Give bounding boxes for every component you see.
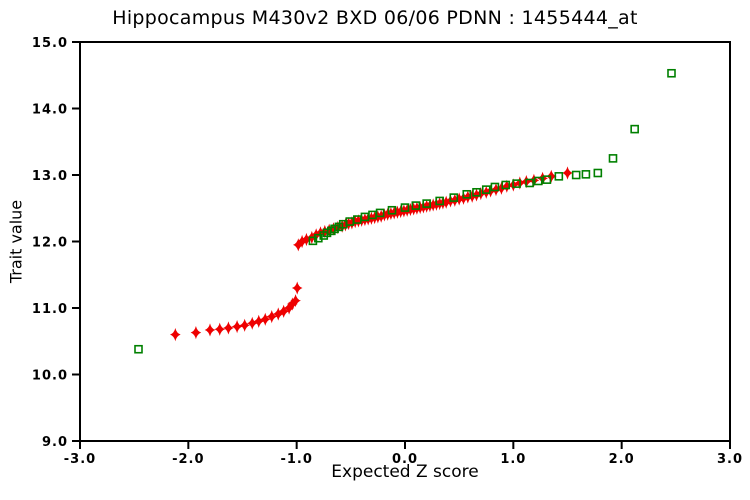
red-diamond-marker [259,312,271,326]
red-diamond-marker [545,169,557,183]
y-tick-label: 14.0 [32,103,68,118]
red-diamond-marker [466,189,478,203]
red-diamond-marker [223,321,234,335]
red-diamond-marker [291,281,303,295]
green-square-marker [512,179,521,188]
green-square-marker [533,176,543,186]
y-tick-label: 12.0 [32,236,68,251]
green-square-marker [472,187,481,197]
red-diamond-marker [278,304,289,318]
red-diamond-marker [290,294,301,308]
green-square-marker [608,154,618,163]
green-square-marker [435,196,444,206]
red-diamond-marker [501,179,513,193]
red-diamond-marker [170,328,181,342]
x-axis-label: Expected Z score [331,462,479,482]
red-diamond-marker [296,234,308,249]
x-tick-label: 3.0 [717,452,743,467]
red-diamond-marker [475,187,487,201]
red-diamond-marker [340,218,351,232]
green-square-marker [449,193,459,202]
green-square-marker [400,203,410,212]
green-square-marker [308,236,318,246]
green-square-marker [581,170,591,179]
red-diamond-marker [496,181,507,195]
y-tick-label: 13.0 [32,169,68,184]
green-square-marker [630,124,639,134]
red-diamond-marker [328,222,339,236]
red-diamond-marker [537,171,548,185]
red-diamond-marker [528,173,540,187]
y-tick-label: 11.0 [32,302,68,317]
x-tick-label: -2.0 [172,452,204,467]
red-diamond-marker [214,322,226,336]
red-diamond-marker [253,314,265,328]
x-tick-label: -3.0 [64,452,96,467]
red-diamond-marker [562,166,573,180]
green-square-marker [462,189,472,199]
y-tick-label: 10.0 [32,369,68,384]
red-diamond-marker [190,326,202,340]
red-diamond-marker [204,323,216,337]
red-diamond-marker [471,188,482,202]
green-square-marker [334,222,344,232]
green-square-marker [542,175,552,184]
x-tick-label: 1.0 [500,452,526,467]
green-square-marker [314,233,323,243]
green-square-marker [134,344,143,354]
green-square-marker [554,172,564,181]
red-diamond-marker [485,184,496,198]
red-diamond-marker [449,193,461,207]
red-diamond-marker [231,320,243,334]
y-tick-label: 9.0 [42,435,68,450]
red-diamond-marker [239,318,250,332]
red-diamond-marker [346,216,358,230]
red-diamond-marker [287,297,298,311]
red-diamond-marker [292,238,304,252]
green-square-marker [387,205,397,215]
x-tick-label: -1.0 [280,452,312,467]
green-square-marker [490,182,500,192]
chart-title: Hippocampus M430v2 BXD 06/06 PDNN : 1455… [112,7,638,29]
green-square-marker [593,168,603,178]
red-diamond-marker [440,195,452,209]
red-diamond-marker [480,185,492,199]
x-tick-label: 2.0 [609,452,635,467]
red-diamond-marker [323,223,335,237]
red-diamond-marker [462,190,474,204]
red-diamond-marker [490,183,502,197]
green-square-marker [330,224,339,234]
red-diamond-marker [272,307,284,321]
green-square-marker [667,68,676,78]
red-diamond-marker [453,192,465,206]
plot-frame [79,41,731,442]
red-diamond-marker [266,310,278,324]
green-square-marker [571,170,581,180]
green-square-marker [411,201,421,210]
red-diamond-marker [246,316,258,330]
green-square-marker [501,180,511,190]
green-square-marker [481,185,491,194]
green-square-marker [422,199,431,208]
green-square-marker [525,178,534,188]
red-diamond-marker [283,301,295,315]
green-square-marker [375,208,385,218]
red-diamond-marker [301,232,312,247]
x-tick-label: 0.0 [392,452,418,467]
y-tick-label: 15.0 [32,36,68,51]
